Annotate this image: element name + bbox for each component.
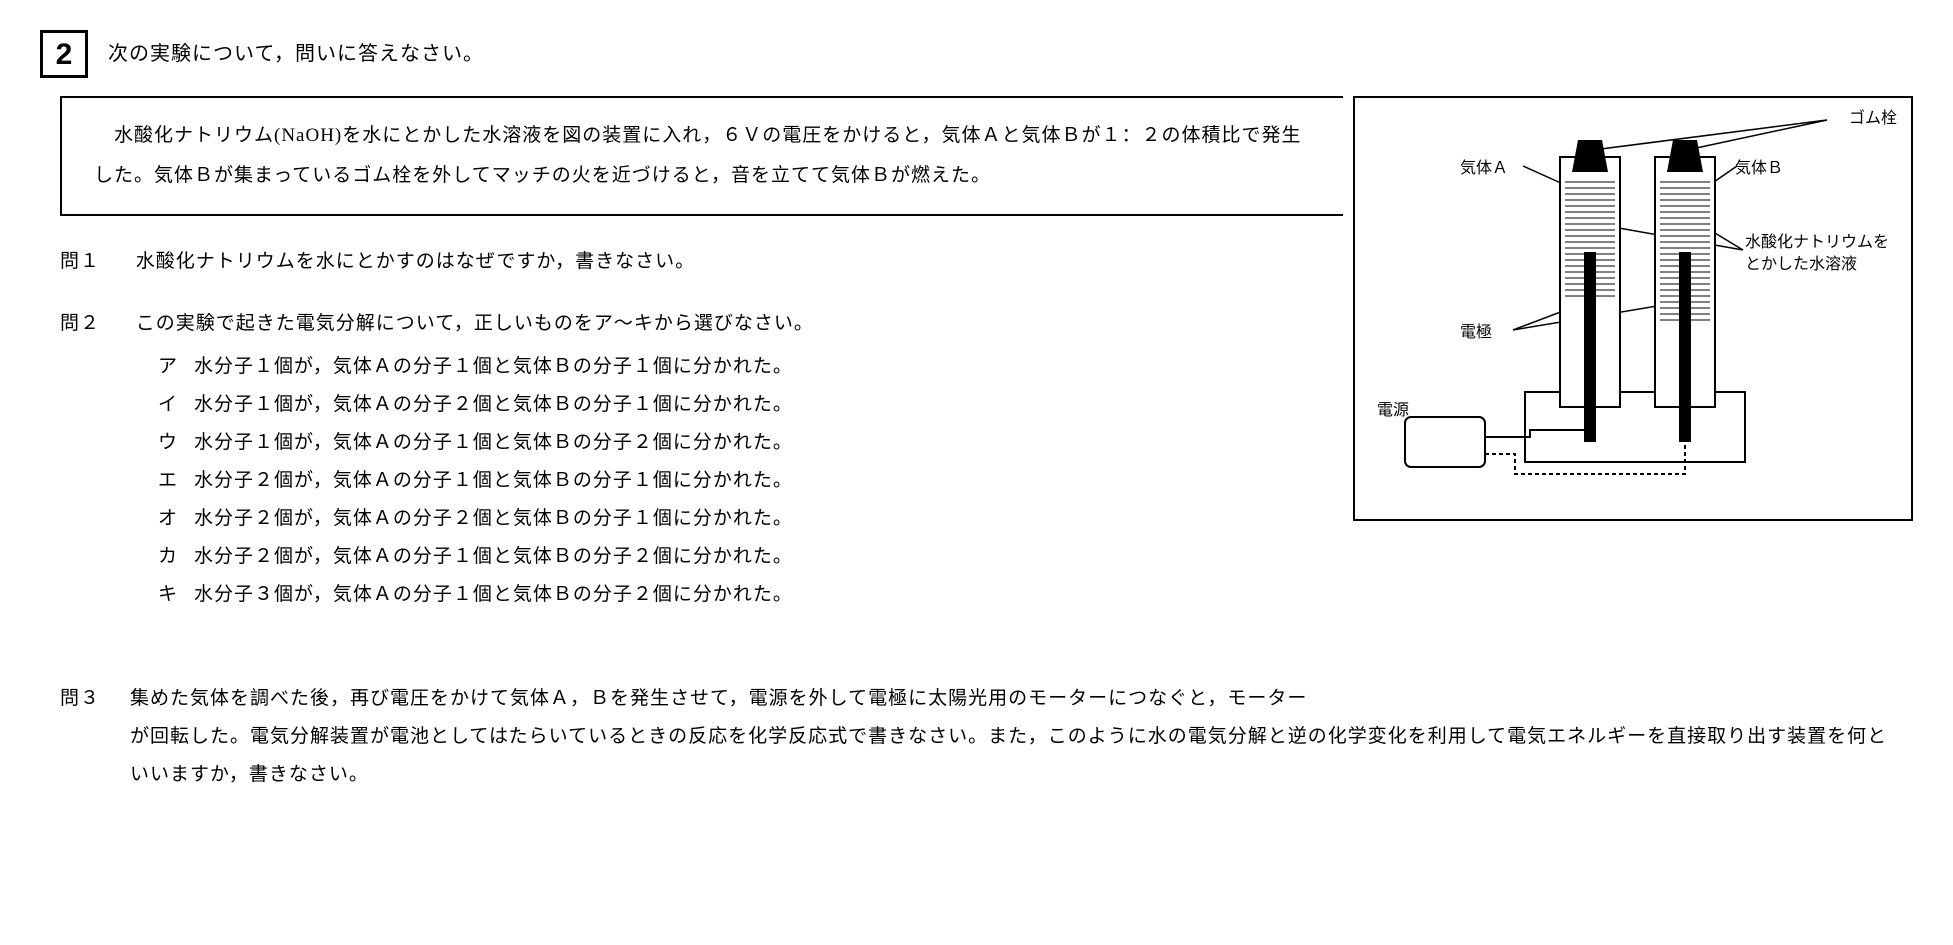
choice-key: カ <box>158 538 194 576</box>
choice-a: ア水分子１個が，気体Ａの分子１個と気体Ｂの分子１個に分かれた。 <box>158 348 1343 386</box>
question-1: 問１ 水酸化ナトリウムを水にとかすのはなぜですか，書きなさい。 <box>60 244 1343 280</box>
choice-key: ア <box>158 348 194 386</box>
passage-box: 水酸化ナトリウム(NaOH)を水にとかした水溶液を図の装置に入れ，６Ｖの電圧をか… <box>60 96 1343 216</box>
q1-text: 水酸化ナトリウムを水にとかすのはなぜですか，書きなさい。 <box>136 251 695 272</box>
q3-first-line: 集めた気体を調べた後，再び電圧をかけて気体Ａ，Ｂを発生させて，電源を外して電極に… <box>130 688 1307 709</box>
choice-text: 水分子１個が，気体Ａの分子２個と気体Ｂの分子１個に分かれた。 <box>194 394 793 415</box>
q3-body: が回転した。電気分解装置が電池としてはたらいているときの反応を化学反応式で書きな… <box>130 718 1890 794</box>
q2-choices: ア水分子１個が，気体Ａの分子１個と気体Ｂの分子１個に分かれた。 イ水分子１個が，… <box>158 348 1343 614</box>
choice-key: キ <box>158 576 194 614</box>
apparatus-svg <box>1365 102 1895 502</box>
header-text: 次の実験について，問いに答えなさい。 <box>108 35 484 73</box>
question-2: 問２ この実験で起きた電気分解について，正しいものをア～キから選びなさい。 ア水… <box>60 306 1343 614</box>
q2-label: 問２ <box>60 306 130 342</box>
choice-e: エ水分子２個が，気体Ａの分子１個と気体Ｂの分子１個に分かれた。 <box>158 462 1343 500</box>
choice-key: エ <box>158 462 194 500</box>
q2-text: この実験で起きた電気分解について，正しいものをア～キから選びなさい。 <box>136 313 814 334</box>
choice-text: 水分子２個が，気体Ａの分子２個と気体Ｂの分子１個に分かれた。 <box>194 508 793 529</box>
choice-text: 水分子１個が，気体Ａの分子１個と気体Ｂの分子２個に分かれた。 <box>194 432 793 453</box>
q3-label: 問３ <box>60 680 130 718</box>
apparatus-diagram: ゴム栓 気体Ａ 気体Ｂ 水酸化ナトリウムを とかした水溶液 電極 電源 <box>1353 96 1913 521</box>
choice-ki: キ水分子３個が，気体Ａの分子１個と気体Ｂの分子２個に分かれた。 <box>158 576 1343 614</box>
q1-label: 問１ <box>60 244 130 280</box>
question-3: 問３集めた気体を調べた後，再び電圧をかけて気体Ａ，Ｂを発生させて，電源を外して電… <box>60 680 1890 794</box>
choice-key: オ <box>158 500 194 538</box>
choice-key: イ <box>158 386 194 424</box>
choice-ka: カ水分子２個が，気体Ａの分子１個と気体Ｂの分子２個に分かれた。 <box>158 538 1343 576</box>
choice-text: 水分子１個が，気体Ａの分子１個と気体Ｂの分子１個に分かれた。 <box>194 356 793 377</box>
choice-o: オ水分子２個が，気体Ａの分子２個と気体Ｂの分子１個に分かれた。 <box>158 500 1343 538</box>
choice-i: イ水分子１個が，気体Ａの分子２個と気体Ｂの分子１個に分かれた。 <box>158 386 1343 424</box>
question-number-box: 2 <box>40 30 88 78</box>
choice-key: ウ <box>158 424 194 462</box>
choice-text: 水分子３個が，気体Ａの分子１個と気体Ｂの分子２個に分かれた。 <box>194 584 793 605</box>
choice-u: ウ水分子１個が，気体Ａの分子１個と気体Ｂの分子２個に分かれた。 <box>158 424 1343 462</box>
choice-text: 水分子２個が，気体Ａの分子１個と気体Ｂの分子１個に分かれた。 <box>194 470 793 491</box>
choice-text: 水分子２個が，気体Ａの分子１個と気体Ｂの分子２個に分かれた。 <box>194 546 793 567</box>
passage-text: 水酸化ナトリウム(NaOH)を水にとかした水溶液を図の装置に入れ，６Ｖの電圧をか… <box>94 125 1302 186</box>
